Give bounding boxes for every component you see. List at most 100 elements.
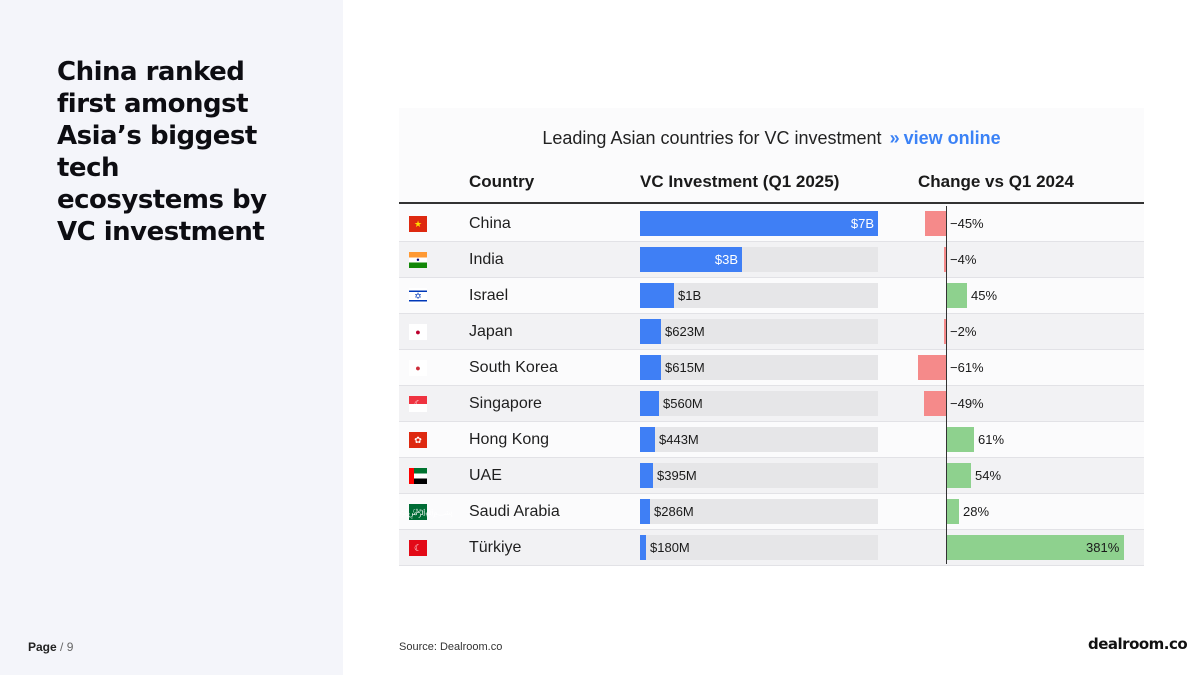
change-label: 381% [1086,540,1120,555]
investment-bar [640,535,646,560]
investment-label: $623M [665,324,705,339]
source-note: Source: Dealroom.co [399,641,503,653]
headline-line: Asia’s biggest tech [57,121,257,183]
page-label: Page [28,640,57,654]
headline-line: first amongst [57,89,249,119]
uae-flag-icon [409,468,427,484]
investment-label: $1B [678,288,702,303]
israel-flag-icon: ✡ [409,288,427,304]
page-number: Page / 9 [28,640,73,654]
turkiye-flag-icon: ☾ [409,540,427,556]
investment-bar-track: $623M [640,319,878,344]
china-flag-icon: ★ [409,216,427,232]
headline-line: VC investment [57,217,265,247]
table-row: ✿ Hong Kong $443M 61% [399,422,1144,458]
investment-bar-track: $443M [640,427,878,452]
investment-bar [640,499,650,524]
change-zero-line [946,206,947,564]
change-label: 45% [971,288,998,303]
dealroom-logo[interactable]: dealroom.co [1088,635,1188,653]
singapore-flag-icon: ☾ [409,396,427,412]
header-change: Change vs Q1 2024 [918,172,1074,191]
country-label: Türkiye [469,539,522,556]
country-label: Hong Kong [469,431,550,448]
investment-label: $286M [654,504,694,519]
left-panel: China ranked first amongst Asia’s bigges… [0,0,343,675]
headline-line: ecosystems by [57,185,267,215]
change-bar [944,247,946,272]
investment-bar [640,427,655,452]
investment-bar-track: $615M [640,355,878,380]
country-label: South Korea [469,359,558,376]
japan-flag-icon: ● [409,324,427,340]
change-bar [946,499,959,524]
change-label: −45% [950,216,984,231]
country-label: Saudi Arabia [469,503,560,520]
table-row: ✡ Israel $1B 45% [399,278,1144,314]
table-row: • India $3B −4% [399,242,1144,278]
view-online-link[interactable]: view online [903,128,1001,148]
change-label: 54% [975,468,1002,483]
country-label: UAE [469,467,502,484]
link-arrow-icon[interactable]: » [889,128,900,148]
table-row: ﷽ Saudi Arabia $286M 28% [383,494,1144,530]
change-label: −4% [950,252,977,267]
table-row: ★ China $7B −45% [399,206,1144,242]
investment-bar-track: $395M [640,463,878,488]
change-label: 61% [978,432,1005,447]
page-value: 9 [66,640,74,654]
page-headline: China ranked first amongst Asia’s bigges… [57,56,327,248]
investment-bar-track: $1B [640,283,878,308]
change-bar [918,355,946,380]
investment-bar [640,463,653,488]
country-label: Israel [469,287,509,304]
country-label: China [469,215,511,232]
chart-title-bar: Leading Asian countries for VC investmen… [399,128,1144,149]
change-bar [944,319,946,344]
change-bar [946,283,967,308]
change-label: −2% [950,324,977,339]
investment-bar [640,319,661,344]
header-country: Country [469,172,535,191]
headline-line: China ranked [57,57,245,87]
investment-bar-track: $3B [640,247,878,272]
investment-label: $3B [714,252,738,267]
investment-bar [640,247,742,272]
table-row: UAE $395M 54% [399,458,1144,494]
investment-bar-track: $560M [640,391,878,416]
chart-card: Leading Asian countries for VC investmen… [383,108,1144,566]
chart-title: Leading Asian countries for VC investmen… [542,128,882,148]
table-row: ● South Korea $615M −61% [399,350,1144,386]
investment-label: $395M [657,468,697,483]
investment-label: $443M [659,432,699,447]
investment-label: $180M [650,540,690,555]
saudi-arabia-flag-icon: ﷽ [383,504,453,520]
table-row: ☾ Türkiye $180M 381% [399,530,1144,566]
investment-label: $7B [850,216,874,231]
investment-bar-track: $286M [640,499,878,524]
investment-bar [640,355,661,380]
table-row: ● Japan $623M −2% [399,314,1144,350]
country-label: Japan [469,323,513,340]
change-bar [925,211,946,236]
investment-bar-track: $180M [640,535,878,560]
page-separator: / [60,640,64,654]
south-korea-flag-icon: ● [409,360,427,376]
change-label: −49% [950,396,984,411]
india-flag-icon: • [409,252,427,268]
hong-kong-flag-icon: ✿ [409,432,427,448]
country-label: Singapore [469,395,542,412]
investment-bar [640,211,878,236]
header-rule [399,202,1144,204]
investment-label: $615M [665,360,705,375]
change-label: −61% [950,360,984,375]
change-bar [946,427,974,452]
country-label: India [469,251,504,268]
change-bar [946,535,1124,560]
investment-bar [640,391,659,416]
investment-label: $560M [663,396,703,411]
investment-bar-track: $7B [640,211,878,236]
investment-bar [640,283,674,308]
change-label: 28% [963,504,990,519]
header-investment: VC Investment (Q1 2025) [640,172,840,191]
